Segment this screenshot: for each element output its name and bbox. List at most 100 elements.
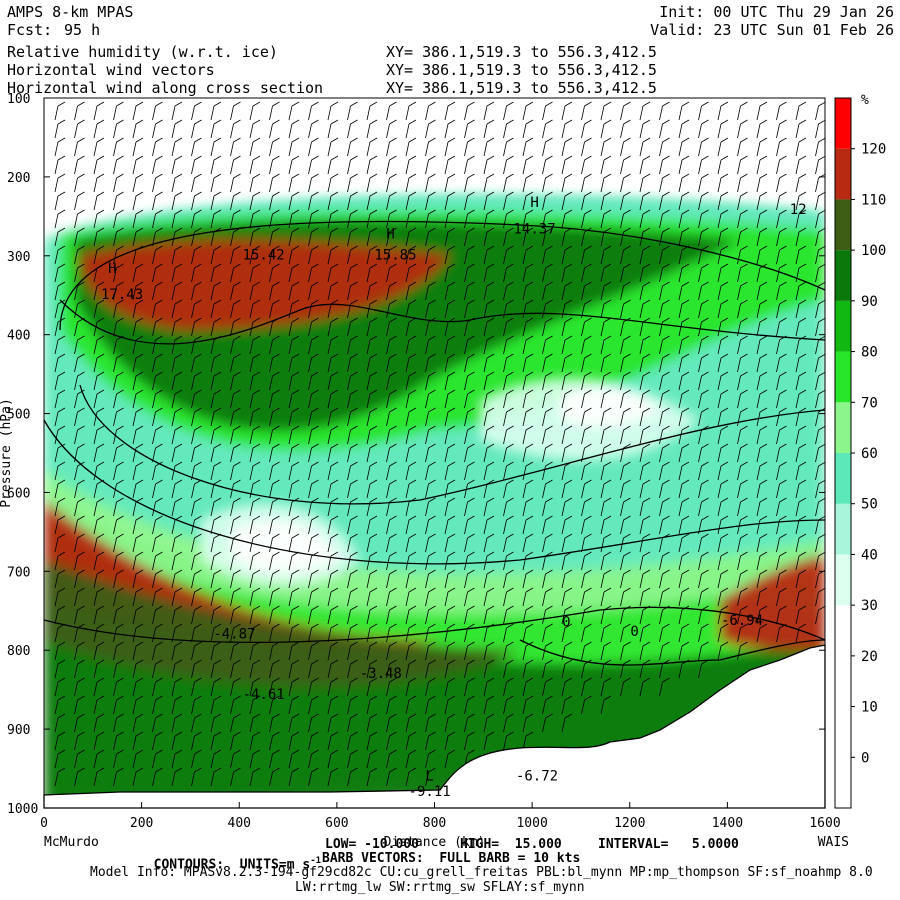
- wind-barb: [54, 137, 66, 157]
- wind-barb: [717, 137, 729, 157]
- wind-barb: [191, 767, 202, 787]
- wind-barb: [620, 137, 631, 157]
- wind-barb: [54, 569, 66, 589]
- wind-barb: [132, 623, 144, 643]
- wind-barb: [171, 155, 183, 175]
- contour-line: [44, 419, 825, 565]
- wind-barb: [659, 173, 670, 193]
- wind-barb: [561, 119, 573, 139]
- wind-barb: [717, 119, 729, 139]
- wind-barb: [581, 317, 592, 337]
- wind-barb: [620, 533, 631, 553]
- wind-barb: [347, 263, 358, 283]
- wind-barb: [522, 425, 534, 445]
- wind-barb: [737, 137, 748, 157]
- wind-barb: [522, 713, 534, 733]
- wind-barb: [132, 605, 144, 625]
- wind-barb: [717, 443, 729, 463]
- colorbar-swatch: [835, 706, 851, 758]
- wind-barb: [795, 443, 807, 463]
- wind-barb: [132, 335, 144, 355]
- wind-barb: [93, 191, 105, 211]
- wind-barb: [464, 425, 475, 445]
- wind-barb: [659, 569, 670, 589]
- wind-barb: [152, 263, 163, 283]
- wind-barb: [288, 569, 300, 589]
- wind-barb: [678, 119, 690, 139]
- wind-barb: [366, 155, 378, 175]
- wind-barb: [444, 335, 456, 355]
- init-time: Init: 00 UTC Thu 29 Jan 26: [659, 3, 894, 21]
- wind-barb: [405, 389, 417, 409]
- wind-barb: [347, 677, 358, 697]
- wind-barb: [288, 587, 300, 607]
- wind-barb: [132, 515, 144, 535]
- wind-barb: [503, 587, 514, 607]
- wind-barb: [522, 317, 534, 337]
- wind-barb: [815, 227, 825, 247]
- wind-barb: [249, 713, 261, 733]
- wind-barb: [308, 191, 319, 211]
- wind-barb: [308, 407, 319, 427]
- wind-barb: [815, 389, 825, 409]
- wind-barb: [503, 605, 514, 625]
- wind-barb: [327, 587, 339, 607]
- wind-barb: [230, 209, 241, 229]
- wind-barb: [386, 317, 397, 337]
- wind-barb: [678, 227, 690, 247]
- wind-barb: [132, 137, 144, 157]
- wind-barb: [561, 587, 573, 607]
- wind-barb: [795, 119, 807, 139]
- wind-barb: [542, 533, 553, 553]
- rh-region: [560, 387, 660, 427]
- wind-barb: [386, 515, 397, 535]
- wind-barb: [249, 209, 261, 229]
- wind-barb: [561, 353, 573, 373]
- wind-barb: [308, 587, 319, 607]
- x-tick-label: 1600: [809, 816, 840, 831]
- wind-barb: [542, 713, 553, 733]
- contour-line: [44, 606, 825, 644]
- wind-barb: [347, 101, 358, 121]
- wind-barb: [776, 371, 787, 391]
- wind-barb: [308, 569, 319, 589]
- wind-barb: [639, 641, 651, 661]
- wind-barb: [444, 173, 456, 193]
- contour-line: [79, 384, 825, 505]
- wind-barb: [425, 479, 436, 499]
- wind-barb: [737, 389, 748, 409]
- wind-barb: [698, 209, 709, 229]
- wind-barb: [54, 479, 66, 499]
- wind-barb: [581, 371, 592, 391]
- wind-barb: [425, 299, 436, 319]
- wind-barb: [54, 245, 66, 265]
- wind-barb: [288, 425, 300, 445]
- wind-barb: [249, 461, 261, 481]
- wind-barb: [327, 389, 339, 409]
- wind-barb: [542, 317, 553, 337]
- wind-barb: [425, 137, 436, 157]
- wind-barb: [444, 425, 456, 445]
- wind-barb: [152, 569, 163, 589]
- wind-barb: [795, 173, 807, 193]
- wind-barb: [347, 209, 358, 229]
- y-tick-label: 200: [7, 171, 30, 186]
- wind-barb: [561, 713, 573, 733]
- wind-barb: [522, 461, 534, 481]
- wind-barb: [230, 461, 241, 481]
- wind-barb: [152, 209, 163, 229]
- wind-barb: [269, 461, 280, 481]
- rh-region: [230, 520, 340, 573]
- wind-barb: [327, 101, 339, 121]
- wind-barb: [327, 479, 339, 499]
- wind-barb: [756, 299, 768, 319]
- wind-barb: [503, 731, 514, 751]
- wind-barb: [522, 443, 534, 463]
- wind-barb: [132, 353, 144, 373]
- wind-barb: [171, 101, 183, 121]
- wind-barb: [483, 137, 495, 157]
- contour-label: 15.42: [243, 248, 285, 264]
- wind-barb: [366, 767, 378, 787]
- wind-barb: [386, 299, 397, 319]
- wind-barb: [74, 281, 85, 301]
